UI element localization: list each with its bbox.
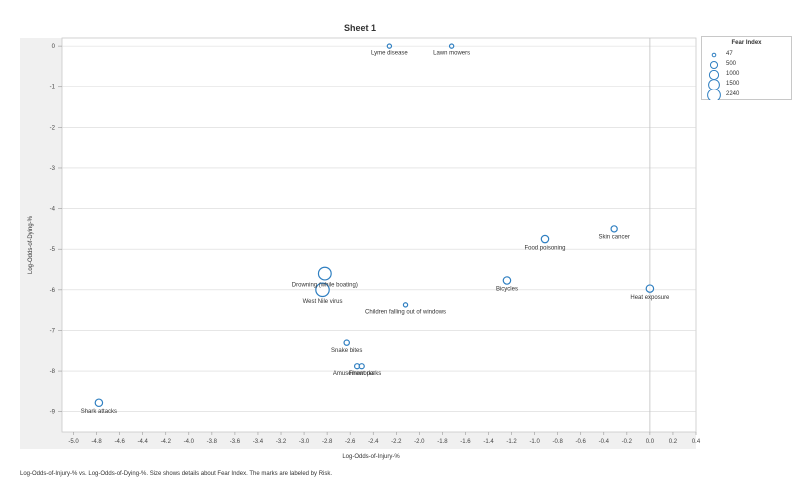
legend-item-label: 1500 (726, 81, 740, 87)
y-tick-label: -6 (50, 288, 56, 294)
y-axis-ticks[interactable]: 0 -1 -2 -3 -4 -5 -6 -7 -8 -9 (50, 44, 62, 416)
legend-circle-icon (711, 52, 717, 58)
y-tick-label: -2 (50, 125, 56, 131)
x-tick-label: -2.2 (391, 439, 402, 445)
data-point[interactable] (402, 302, 409, 308)
data-labels: Lyme disease Lawn mowers Skin cancer Food p… (81, 51, 670, 415)
x-tick-label: 0.4 (692, 439, 701, 445)
x-tick-label: -3.0 (299, 439, 310, 445)
y-tick-label: -3 (50, 166, 56, 172)
y-tick-label: 0 (52, 44, 56, 50)
data-point[interactable] (610, 225, 618, 233)
legend-size-mark (711, 52, 717, 58)
y-tick-label: -7 (50, 328, 56, 334)
data-point-label: Shark attacks (81, 409, 117, 415)
data-point-label: Drowning (while boating) (292, 282, 358, 288)
x-tick-label: -2.4 (368, 439, 379, 445)
x-tick-label: -2.8 (322, 439, 333, 445)
x-axis-label[interactable]: Log-Odds-of-Injury-% (342, 454, 400, 460)
legend-item-label: 500 (726, 61, 737, 67)
fear-index-legend[interactable]: Fear Index 47 500 1000 1500 2240 (701, 36, 792, 100)
data-marks[interactable] (94, 43, 655, 408)
plot-area (61, 37, 697, 433)
x-tick-label: -0.8 (553, 439, 564, 445)
legend-item[interactable]: 500 (702, 60, 793, 70)
chart-caption: Log-Odds-of-Injury-% vs. Log-Odds-of-Dyi… (20, 471, 333, 477)
legend-circle-icon (708, 80, 720, 90)
sheet-title: Sheet 1 (343, 23, 376, 33)
data-point-label: Heat exposure (630, 295, 670, 301)
x-tick-label: -3.6 (230, 439, 241, 445)
y-axis-panel (20, 38, 62, 449)
data-point[interactable] (343, 339, 350, 346)
data-point-label: Lawn mowers (433, 51, 470, 57)
x-tick-label: -4.0 (184, 439, 195, 445)
x-tick-label: -4.8 (91, 439, 102, 445)
y-tick-label: -4 (50, 207, 56, 213)
x-tick-label: -1.2 (506, 439, 517, 445)
data-point[interactable] (315, 282, 330, 298)
data-point-label: Food poisoning (524, 245, 565, 251)
x-tick-label: -1.4 (483, 439, 494, 445)
y-tick-label: -9 (50, 410, 56, 416)
x-tick-label: -3.4 (253, 439, 264, 445)
y-axis-label[interactable]: Log-Odds-of-Dying-% (28, 215, 34, 274)
x-tick-label: -4.2 (161, 439, 172, 445)
legend-item-label: 2240 (726, 91, 740, 97)
y-tick-label: -5 (50, 247, 56, 253)
legend-circle-icon (708, 70, 720, 80)
data-point-label: Children falling out of windows (365, 309, 446, 315)
data-point[interactable] (317, 266, 332, 281)
axis-panels (20, 37, 697, 449)
x-tick-label: 0.2 (669, 439, 678, 445)
legend-circle-icon (709, 60, 719, 70)
x-tick-label: -1.6 (460, 439, 471, 445)
y-tick-label: -8 (50, 369, 56, 375)
x-tick-label: -0.6 (576, 439, 587, 445)
data-point-label: Snake bites (331, 348, 362, 354)
data-point-label: Skin cancer (598, 234, 629, 240)
legend-size-mark (709, 60, 719, 70)
data-point-label: Fireworks (349, 371, 375, 377)
data-point-label: West Nile virus (303, 299, 343, 305)
x-tick-label: -3.8 (207, 439, 218, 445)
x-tick-label: -1.0 (529, 439, 540, 445)
x-tick-label: 0.0 (646, 439, 655, 445)
data-point[interactable] (502, 276, 512, 285)
data-point[interactable] (358, 363, 365, 370)
x-tick-label: -2.6 (345, 439, 356, 445)
x-tick-label: -4.4 (138, 439, 149, 445)
x-tick-label: -0.2 (622, 439, 633, 445)
data-point-label: Amusement parks (333, 371, 381, 377)
x-tick-label: -3.2 (276, 439, 287, 445)
x-tick-label: -2.0 (414, 439, 425, 445)
x-axis-panel (62, 432, 696, 449)
legend-size-mark (708, 70, 720, 80)
legend-item-label: 1000 (726, 71, 740, 77)
x-tick-label: -0.4 (599, 439, 610, 445)
legend-item[interactable]: 2240 (702, 90, 793, 100)
data-point-label: Bicycles (496, 287, 518, 293)
gridlines (62, 38, 696, 432)
legend-size-mark (708, 80, 720, 90)
x-tick-label: -5.0 (68, 439, 79, 445)
data-point[interactable] (645, 284, 655, 293)
data-point[interactable] (94, 398, 104, 408)
x-axis-ticks[interactable]: -5.0 -4.8 -4.6 -4.4 -4.2 -4.0 -3.8 -3.6 -3.4 -3.2… (68, 432, 701, 445)
x-tick-label: -4.6 (114, 439, 125, 445)
legend-circle-icon (707, 90, 721, 100)
legend-size-mark (707, 90, 721, 100)
legend-item[interactable]: 1500 (702, 80, 793, 90)
legend-item-label: 47 (726, 51, 733, 57)
legend-title: Fear Index (731, 40, 762, 46)
data-point-label: Lyme disease (371, 51, 408, 57)
x-tick-label: -1.8 (437, 439, 448, 445)
y-tick-label: -1 (50, 85, 56, 91)
legend-item[interactable]: 1000 (702, 70, 793, 80)
data-point[interactable] (540, 234, 550, 244)
data-point[interactable] (386, 43, 393, 49)
data-point[interactable] (448, 43, 455, 49)
legend-item[interactable]: 47 (702, 50, 793, 60)
